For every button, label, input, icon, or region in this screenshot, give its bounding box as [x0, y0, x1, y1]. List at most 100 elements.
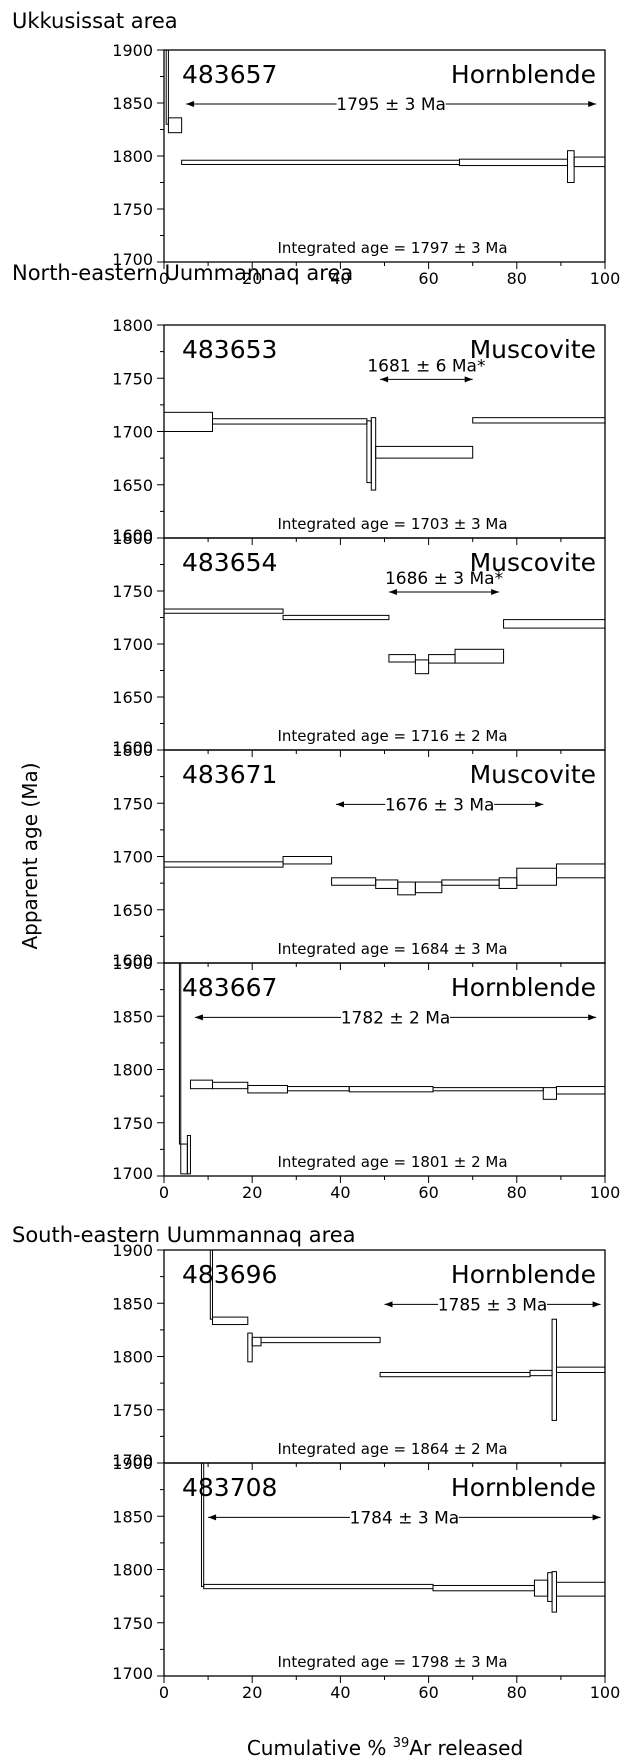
- integrated-age-label: Integrated age = 1684 ± 3 Ma: [277, 940, 507, 958]
- age-step: [251, 1336, 262, 1347]
- age-step: [555, 1366, 606, 1373]
- age-step: [247, 1332, 253, 1363]
- age-step: [180, 1143, 188, 1175]
- plateau-age-label: 1785 ± 3 Ma: [438, 1295, 548, 1315]
- y-axis-title: Apparent age (Ma): [18, 762, 42, 949]
- plateau-arrowhead-right: [464, 376, 473, 383]
- y-tick-label: 1750: [112, 200, 153, 219]
- y-tick-label: 1900: [112, 1241, 153, 1260]
- y-tick-label: 1700: [112, 635, 153, 654]
- age-step: [286, 1086, 350, 1092]
- age-step: [533, 1579, 549, 1597]
- age-step: [503, 619, 606, 629]
- age-step: [516, 867, 557, 886]
- y-tick-label: 1800: [112, 529, 153, 548]
- panel-483708: 1700 1750 1800 1850 1900 0 20 40 60 80 100 1784 ± 3…: [112, 1454, 620, 1702]
- plateau-arrowhead-right: [588, 1014, 597, 1021]
- y-tick-label: 1800: [112, 741, 153, 760]
- x-tick-label: 20: [242, 269, 262, 288]
- x-axis-title-superscript: 39: [393, 1736, 410, 1751]
- y-tick-label: 1850: [112, 1507, 153, 1526]
- age-step: [379, 1371, 531, 1378]
- plateau-arrowhead-right: [491, 589, 500, 596]
- sample-id: 483667: [182, 973, 277, 1002]
- y-tick-label: 1800: [112, 316, 153, 335]
- integrated-age-label: Integrated age = 1797 ± 3 Ma: [277, 239, 507, 257]
- age-step: [186, 1135, 191, 1175]
- x-tick-label: 100: [590, 1683, 621, 1702]
- x-tick-label: 60: [418, 1683, 438, 1702]
- y-tick-label: 1900: [112, 41, 153, 60]
- plateau-age-label: 1795 ± 3 Ma: [336, 95, 446, 115]
- group-title: Ukkusissat area: [12, 9, 178, 33]
- y-tick-label: 1750: [112, 369, 153, 388]
- age-step: [375, 879, 399, 889]
- x-tick-label: 0: [159, 1183, 169, 1202]
- x-tick-label: 0: [159, 269, 169, 288]
- x-tick-label: 40: [330, 1683, 350, 1702]
- age-step: [163, 411, 214, 432]
- age-step: [555, 1086, 606, 1095]
- age-step: [200, 1462, 205, 1588]
- y-tick-label: 1700: [112, 423, 153, 442]
- y-tick-label: 1750: [112, 1614, 153, 1633]
- age-step: [432, 1584, 535, 1592]
- age-step: [348, 1086, 434, 1093]
- x-tick-label: 80: [507, 269, 527, 288]
- x-tick-label: 100: [590, 269, 621, 288]
- age-step: [458, 158, 569, 167]
- mineral-name: Hornblende: [451, 1473, 596, 1502]
- panel-483654: 1600 1650 1700 1750 1800 1686 ± 3 Ma* 483654 Mu…: [112, 529, 606, 757]
- age-step: [432, 1087, 544, 1092]
- age-step: [203, 1583, 434, 1590]
- x-tick-label: 20: [242, 1683, 262, 1702]
- sample-id: 483671: [182, 760, 277, 789]
- age-step: [542, 1087, 557, 1100]
- y-tick-label: 1600: [112, 526, 153, 545]
- y-tick-label: 1700: [112, 848, 153, 867]
- x-tick-label: 20: [242, 1183, 262, 1202]
- y-tick-label: 1850: [112, 1294, 153, 1313]
- x-tick-label: 80: [507, 1183, 527, 1202]
- panel-483671: 1600 1650 1700 1750 1800 1676 ± 3 Ma 483671 Mus…: [112, 741, 606, 970]
- y-tick-label: 1700: [112, 1451, 153, 1470]
- plateau-age-label: 1782 ± 2 Ma: [341, 1008, 451, 1028]
- y-tick-label: 1600: [112, 738, 153, 757]
- age-step: [551, 1318, 557, 1421]
- age-step: [209, 1249, 214, 1320]
- age-step: [189, 1079, 214, 1090]
- y-tick-label: 1800: [112, 1348, 153, 1367]
- y-tick-label: 1600: [112, 951, 153, 970]
- mineral-name: Muscovite: [470, 335, 596, 364]
- age-step: [178, 962, 182, 1145]
- age-step: [181, 159, 460, 165]
- y-tick-label: 1800: [112, 1561, 153, 1580]
- integrated-age-label: Integrated age = 1801 ± 2 Ma: [277, 1153, 507, 1171]
- age-step: [547, 1572, 553, 1602]
- y-tick-label: 1650: [112, 901, 153, 920]
- group-title: South-eastern Uummannaq area: [12, 1223, 356, 1247]
- plateau-arrowhead-right: [592, 1514, 601, 1521]
- integrated-age-label: Integrated age = 1716 ± 2 Ma: [277, 727, 507, 745]
- age-step: [428, 654, 456, 664]
- plateau-age-label: 1681 ± 6 Ma*: [367, 356, 485, 376]
- sample-id: 483657: [182, 60, 277, 89]
- x-axis-title-rest: Ar released: [409, 1736, 523, 1760]
- age-step: [212, 1081, 249, 1090]
- mineral-name: Hornblende: [451, 60, 596, 89]
- y-tick-label: 1700: [112, 250, 153, 269]
- y-tick-label: 1750: [112, 794, 153, 813]
- age-step: [454, 648, 505, 664]
- age-step: [167, 117, 183, 134]
- y-tick-label: 1900: [112, 1454, 153, 1473]
- age-step: [163, 608, 284, 614]
- plateau-age-label: 1676 ± 3 Ma: [385, 795, 495, 815]
- age-step: [331, 877, 377, 886]
- age-step: [388, 654, 416, 663]
- age-step: [551, 1571, 557, 1613]
- age-step: [370, 417, 377, 491]
- x-tick-label: 0: [159, 1683, 169, 1702]
- y-tick-label: 1650: [112, 476, 153, 495]
- age-step: [573, 156, 606, 168]
